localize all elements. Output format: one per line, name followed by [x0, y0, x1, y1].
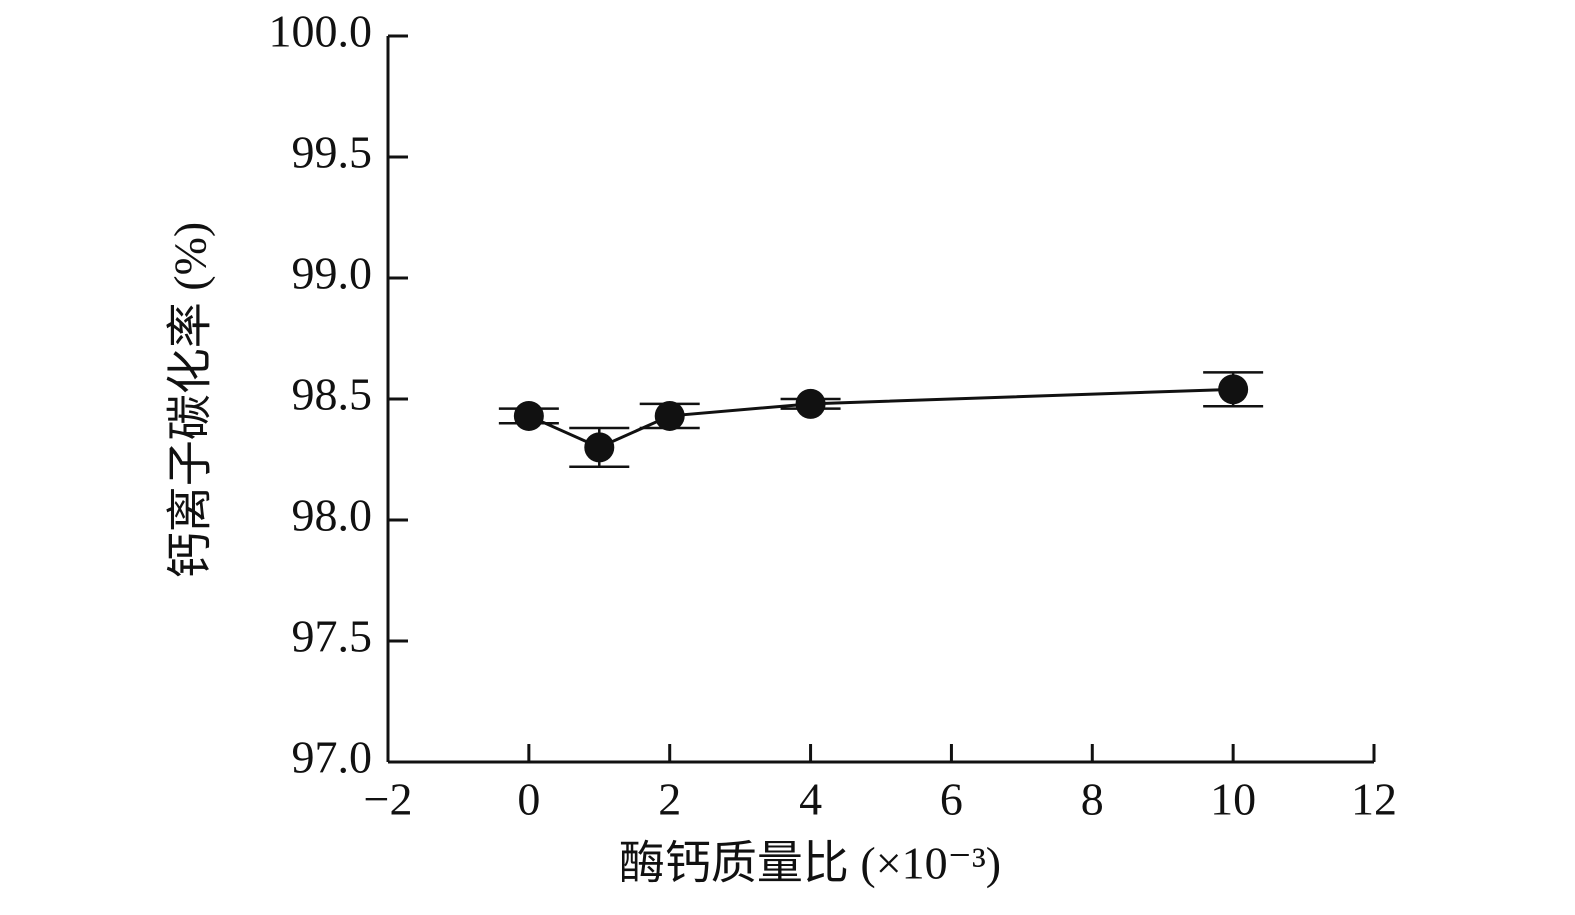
- y-tick-label: 99.0: [292, 248, 373, 299]
- x-tick-label: 8: [1081, 774, 1104, 825]
- x-tick-label: 10: [1210, 774, 1256, 825]
- y-tick-label: 99.5: [292, 127, 373, 178]
- data-point: [584, 432, 615, 463]
- x-tick-label: −2: [364, 774, 413, 825]
- data-point: [795, 388, 826, 419]
- data-line: [528, 387, 1234, 450]
- y-tick-label: 97.0: [292, 732, 373, 783]
- y-tick-label: 98.0: [292, 490, 373, 541]
- x-tick-label: 6: [940, 774, 963, 825]
- x-axis-label: 酶钙质量比 (×10⁻³): [619, 838, 1001, 889]
- data-point: [513, 400, 544, 431]
- y-axis-label: 钙离子碳化率 (%): [165, 222, 216, 578]
- x-tick-label: 12: [1351, 774, 1397, 825]
- y-tick-label: 100.0: [269, 6, 373, 57]
- x-tick-label: 2: [658, 774, 681, 825]
- data-point: [1218, 374, 1249, 405]
- data-point: [654, 400, 685, 431]
- y-tick-label: 98.5: [292, 369, 373, 420]
- y-tick-label: 97.5: [292, 611, 373, 662]
- x-tick-label: 4: [799, 774, 822, 825]
- x-tick-label: 0: [517, 774, 540, 825]
